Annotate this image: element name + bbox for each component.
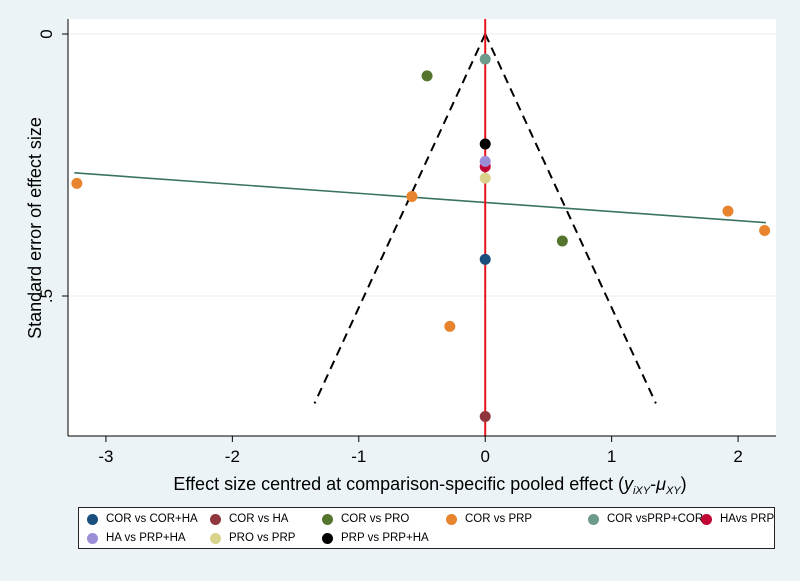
legend-label: PRO vs PRP [229, 532, 296, 544]
y-tick-label: 0 [37, 29, 56, 38]
plot-area [68, 19, 776, 436]
x-tick-label: 2 [733, 447, 742, 466]
x-tick-label: -1 [351, 447, 366, 466]
legend-label: COR vs COR+HA [106, 513, 198, 525]
legend-label: HAvs PRP [720, 513, 775, 525]
data-point [759, 225, 771, 236]
legend-label: COR vsPRP+COR [607, 513, 704, 525]
legend-label: COR vs HA [229, 513, 289, 525]
data-point [479, 53, 491, 65]
legend-item: HAvs PRP [701, 513, 774, 525]
x-tick-label: -3 [98, 447, 113, 466]
legend-item: COR vs COR+HA [87, 513, 198, 525]
legend-item: HA vs PRP+HA [87, 532, 186, 544]
regression-line [74, 172, 766, 224]
data-point [722, 205, 734, 217]
legend-swatch [210, 532, 221, 544]
legend-item: PRO vs PRP [210, 532, 295, 544]
data-point [479, 155, 491, 167]
x-tick-label: -2 [225, 447, 240, 466]
legend-label: PRP vs PRP+HA [341, 532, 429, 544]
legend-swatch [87, 532, 98, 544]
legend-item: COR vsPRP+COR [588, 513, 703, 525]
legend-item: COR vs PRP [446, 513, 532, 525]
legend-label: COR vs PRO [341, 513, 410, 525]
legend-swatch [87, 513, 98, 525]
legend-swatch [322, 532, 333, 544]
funnel-left-line [313, 33, 487, 404]
data-point [479, 138, 491, 150]
legend: COR vs COR+HA COR vs HA COR vs PRO COR vs P… [78, 507, 775, 549]
legend-label: COR vs PRP [465, 513, 533, 525]
chart: 0 .5 -3 -2 -1 0 1 2 Standard error of effect si… [25, 19, 776, 497]
funnel-right-line [484, 33, 657, 404]
data-point [556, 235, 568, 247]
legend-swatch [210, 513, 221, 525]
data-point [406, 190, 418, 202]
x-tick-label: 1 [607, 447, 616, 466]
legend-label: HA vs PRP+HA [106, 532, 186, 544]
data-point [71, 177, 83, 189]
legend-swatch [588, 513, 599, 525]
data-point [444, 320, 456, 332]
legend-item: COR vs PRO [322, 513, 409, 525]
x-tick-label: 0 [480, 447, 489, 466]
data-point [479, 411, 491, 423]
data-point [479, 253, 491, 265]
y-axis-title: Standard error of effect size [25, 117, 45, 339]
legend-swatch [701, 513, 712, 525]
legend-swatch [322, 513, 333, 525]
legend-item: PRP vs PRP+HA [322, 532, 429, 544]
y-tick-label: .5 [37, 289, 56, 303]
x-axis-title: Effect size centred at comparison-specif… [173, 474, 686, 497]
legend-swatch [446, 513, 457, 525]
data-point [421, 70, 433, 82]
data-point [479, 172, 491, 184]
legend-item: COR vs HA [210, 513, 288, 525]
